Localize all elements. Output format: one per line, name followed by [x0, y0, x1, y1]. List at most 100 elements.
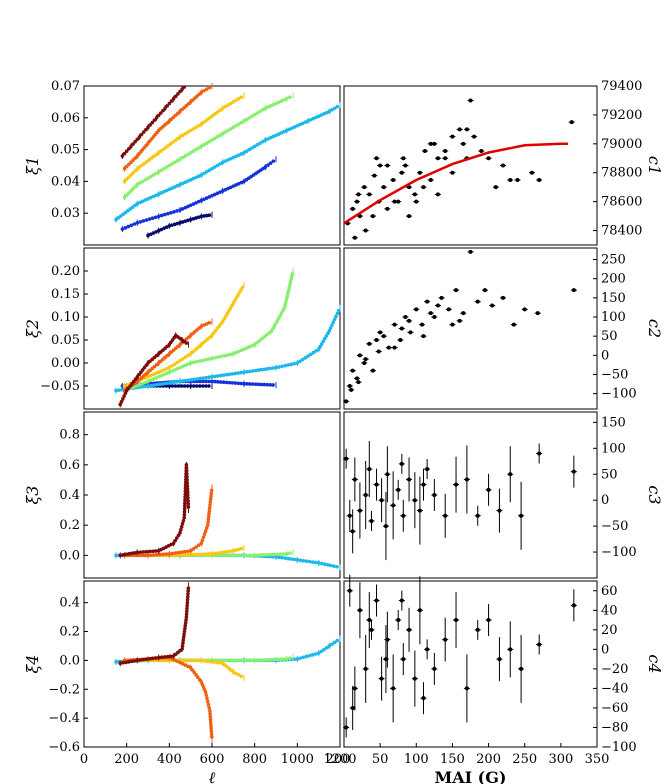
data-point [324, 645, 329, 650]
data-point [255, 553, 260, 558]
data-point [501, 163, 506, 168]
data-point [237, 290, 242, 295]
data-point [332, 106, 337, 111]
data-point [149, 553, 153, 557]
data-point [268, 366, 272, 371]
data-point [144, 657, 149, 661]
data-point [194, 147, 198, 152]
data-point [206, 514, 211, 519]
data-point [148, 123, 152, 127]
data-point [298, 656, 303, 660]
data-point [157, 382, 162, 387]
data-point [144, 218, 149, 222]
data-point [239, 370, 243, 375]
data-point [121, 660, 125, 665]
data-point [127, 552, 131, 556]
data-point [515, 177, 520, 182]
data-point [191, 552, 196, 557]
data-point [537, 177, 542, 182]
data-point [230, 304, 234, 308]
y-tick-label: −50 [601, 519, 628, 534]
x-tick-label: 300 [548, 752, 573, 767]
data-point [196, 146, 201, 150]
data-point [468, 249, 473, 254]
data-point [247, 147, 252, 152]
data-point [215, 163, 220, 168]
data-point [185, 600, 190, 605]
data-point [140, 381, 144, 386]
data-point [313, 652, 318, 656]
data-point [184, 469, 189, 473]
data-point [331, 320, 336, 324]
data-point [234, 553, 239, 558]
data-point [132, 659, 137, 663]
data-point [180, 521, 185, 526]
data-point [236, 293, 240, 298]
data-point [176, 92, 180, 96]
y-axis-label: c3 [645, 485, 664, 504]
data-point [329, 563, 333, 568]
data-point [432, 315, 437, 319]
data-point [222, 353, 226, 358]
data-point [367, 341, 372, 346]
data-point [279, 657, 283, 662]
data-point [369, 627, 374, 632]
data-point [208, 714, 213, 719]
data-point [124, 149, 129, 153]
data-point [529, 170, 534, 175]
data-point [175, 380, 179, 384]
data-point [519, 666, 524, 671]
data-point [367, 618, 372, 623]
data-point [221, 373, 226, 377]
data-point [335, 638, 340, 643]
data-point [472, 134, 477, 139]
data-point [482, 288, 487, 293]
y-tick-label: 0.10 [51, 310, 80, 325]
panel-frame [83, 85, 341, 246]
data-point [250, 114, 254, 119]
data-point [255, 340, 259, 345]
data-point [223, 130, 228, 134]
data-point [222, 658, 226, 663]
data-point [260, 336, 264, 341]
data-point [196, 658, 201, 663]
data-point [255, 658, 260, 663]
data-point [172, 380, 176, 385]
data-point [497, 508, 502, 513]
data-point [159, 168, 164, 173]
data-point [152, 118, 157, 122]
data-point [290, 272, 295, 276]
data-point [362, 185, 367, 190]
data-point [234, 658, 239, 663]
data-point [493, 185, 498, 190]
data-point [363, 493, 368, 497]
data-point [121, 553, 125, 557]
data-point [425, 647, 430, 652]
data-point [193, 658, 198, 663]
data-point [281, 657, 286, 661]
x-tick-label: 400 [157, 752, 182, 767]
data-point [319, 649, 324, 654]
data-point [313, 560, 318, 565]
data-point [362, 361, 367, 365]
data-point [204, 141, 209, 146]
data-points [344, 98, 575, 240]
data-point [363, 228, 368, 233]
data-point [153, 656, 158, 660]
data-point [207, 505, 212, 510]
data-point [183, 621, 188, 625]
y-tick-label: −40 [601, 681, 628, 696]
data-point [350, 529, 355, 534]
data-point [181, 635, 186, 640]
data-point [194, 545, 198, 549]
data-point [231, 100, 236, 104]
data-point [262, 367, 267, 372]
data-point [258, 553, 263, 557]
data-point [135, 137, 140, 142]
data-point [464, 127, 469, 132]
data-point [270, 552, 274, 557]
data-point [204, 384, 208, 388]
data-point [391, 177, 396, 182]
data-point [185, 597, 190, 602]
